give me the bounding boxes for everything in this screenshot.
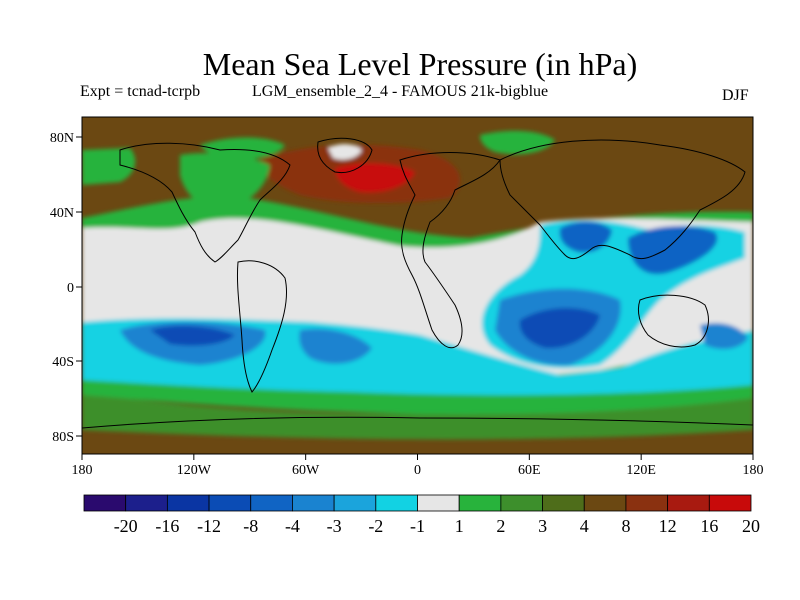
indian-ocean-core-low <box>519 308 600 349</box>
north-america-green <box>180 153 270 212</box>
colorbar-label: 2 <box>496 516 505 536</box>
colorbar-swatch <box>375 494 418 512</box>
colorbar-swatch <box>667 494 710 512</box>
greenland-coast <box>317 137 373 174</box>
europe-africa-coast <box>399 152 501 349</box>
coastlines <box>82 137 753 429</box>
lon-tick-label: 180 <box>743 463 764 478</box>
colorbar-swatch <box>500 494 543 512</box>
south-atlantic-low <box>299 328 372 364</box>
south-asia-low <box>559 221 612 253</box>
colorbar-label: -3 <box>327 516 342 536</box>
colorbar-label: 8 <box>621 516 630 536</box>
northwest-pacific-green <box>82 148 136 185</box>
colorbar-label: 1 <box>455 516 464 536</box>
colorbar-label: -12 <box>197 516 221 536</box>
colorbar-swatch <box>417 494 460 512</box>
lon-tick-label: 180 <box>72 463 93 478</box>
canada-arctic-green <box>200 137 285 160</box>
antarctica-coast <box>82 416 753 429</box>
colorbar-swatch <box>583 494 627 512</box>
lat-tick-label: 40N <box>50 206 74 221</box>
lat-tick-label: 0 <box>67 281 74 296</box>
colorbar-label: -16 <box>155 516 179 536</box>
lon-tick-label: 60E <box>518 463 541 478</box>
asia-pacific-low <box>628 226 718 275</box>
colorbar-swatch <box>83 494 127 512</box>
eurasia-green-patch <box>480 130 555 155</box>
colorbar-swatch <box>708 494 752 512</box>
north-america-coast <box>119 142 291 263</box>
greenland-neutral <box>328 144 362 160</box>
colorbar-label: 20 <box>742 516 760 536</box>
colorbar-label: 3 <box>538 516 547 536</box>
colorbar-label: -2 <box>368 516 383 536</box>
map-title: Mean Sea Level Pressure (in hPa) <box>202 46 638 82</box>
colorbar-swatch <box>333 494 377 512</box>
colorbar-swatch <box>208 494 252 512</box>
colorbar-swatch <box>542 494 585 512</box>
latitude-axis: 80N 40N 0 40S 80S <box>50 131 82 445</box>
colorbar-swatch <box>166 494 210 512</box>
colorbar-label: 4 <box>580 516 589 536</box>
longitude-axis: 180 120W 60W 0 60E 120E 180 <box>72 454 764 478</box>
colorbar-label: 12 <box>659 516 677 536</box>
australia-coast <box>637 294 709 348</box>
colorbar-swatch <box>458 494 502 512</box>
colorbar-swatch <box>125 494 168 512</box>
colorbar-label: 16 <box>700 516 718 536</box>
lon-tick-label: 120W <box>177 463 212 478</box>
asia-coast <box>499 139 746 260</box>
lon-tick-label: 60W <box>292 463 320 478</box>
central-pacific-low <box>150 325 235 346</box>
lon-tick-label: 0 <box>414 463 421 478</box>
colorbar-swatch <box>292 494 335 512</box>
southern-dark-green-band <box>82 385 753 440</box>
ensemble-label: LGM_ensemble_2_4 - FAMOUS 21k-bigblue <box>252 83 549 100</box>
season-label: DJF <box>722 87 749 104</box>
tasman-low <box>700 323 748 350</box>
colorbar-label: -8 <box>243 516 258 536</box>
pressure-field <box>82 117 753 454</box>
colorbar-label: -1 <box>410 516 425 536</box>
experiment-label: Expt = tcnad-tcrpb <box>80 83 201 100</box>
colorbar-swatch <box>625 494 669 512</box>
lat-tick-label: 80N <box>50 131 74 146</box>
colorbar-swatch <box>250 494 293 512</box>
colorbar: -20 -16 -12 -8 -4 -3 -2 -1 1 2 3 4 8 12 16 20 <box>83 494 760 536</box>
lon-tick-label: 120E <box>626 463 656 478</box>
colorbar-label: -20 <box>114 516 138 536</box>
colorbar-label: -4 <box>285 516 300 536</box>
north-atlantic-high-core <box>335 163 415 193</box>
lat-tick-label: 80S <box>52 430 74 445</box>
lat-tick-label: 40S <box>52 355 74 370</box>
south-america-coast <box>236 260 288 393</box>
